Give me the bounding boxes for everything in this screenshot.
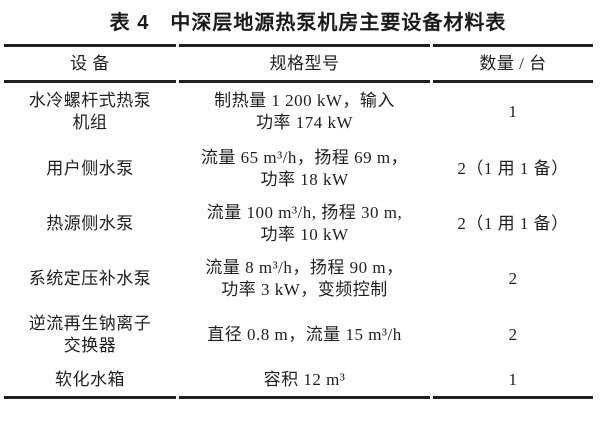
device-name-cell: 水冷螺杆式热泵 机组 [28, 91, 152, 132]
table-row: 水冷螺杆式热泵 机组 制热量 1 200 kW，输入 功率 174 kW 1 [4, 83, 593, 141]
device-name-cell: 逆流再生钠离子 交换器 [28, 314, 152, 355]
quantity-cell: 1 [508, 102, 518, 121]
spec-cell: 容积 12 m³ [179, 363, 430, 399]
spec-cell: 流量 100 m³/h, 扬程 30 m, 功率 10 kW [206, 202, 403, 244]
quantity-cell: 2（1 用 1 备） [457, 158, 569, 178]
device-name-cell: 软化水箱 [4, 363, 176, 399]
spec-cell: 直径 0.8 m，流量 15 m³/h [207, 325, 402, 344]
quantity-cell: 2（1 用 1 备） [457, 213, 569, 233]
device-name-cell: 用户侧水泵 [46, 158, 134, 178]
column-header-device: 设 备 [4, 44, 176, 83]
column-header-quantity: 数量 / 台 [433, 44, 593, 83]
table-caption: 表 4 中深层地源热泵机房主要设备材料表 [109, 12, 507, 34]
spec-cell: 流量 8 m³/h，扬程 90 m， 功率 3 kW，变频控制 [205, 258, 404, 299]
quantity-cell: 1 [433, 363, 593, 399]
quantity-cell: 2 [508, 269, 518, 288]
table-row: 用户侧水泵 流量 65 m³/h，扬程 69 m， 功率 18 kW 2（1 用… [4, 141, 593, 196]
table-row: 热源侧水泵 流量 100 m³/h, 扬程 30 m, 功率 10 kW 2（1… [4, 196, 593, 251]
equipment-table: 设 备 规格型号 数量 / 台 水冷螺杆式热泵 机组 制热量 1 200 kW，… [1, 44, 596, 399]
device-name-cell: 系统定压补水泵 [28, 269, 152, 288]
document-page: 表 4 中深层地源热泵机房主要设备材料表 设 备 规格型号 数量 / 台 水冷螺… [0, 9, 616, 423]
device-name-cell: 热源侧水泵 [46, 213, 134, 233]
table-row: 逆流再生钠离子 交换器 直径 0.8 m，流量 15 m³/h 2 [4, 307, 593, 363]
quantity-cell: 2 [508, 325, 518, 344]
table-row: 系统定压补水泵 流量 8 m³/h，扬程 90 m， 功率 3 kW，变频控制 … [4, 251, 593, 307]
table-row: 软化水箱 容积 12 m³ 1 [4, 363, 593, 399]
spec-cell: 制热量 1 200 kW，输入 功率 174 kW [214, 91, 395, 132]
spec-cell: 流量 65 m³/h，扬程 69 m， 功率 18 kW [200, 147, 409, 189]
header-row: 设 备 规格型号 数量 / 台 [4, 44, 593, 83]
column-header-spec: 规格型号 [179, 44, 430, 83]
